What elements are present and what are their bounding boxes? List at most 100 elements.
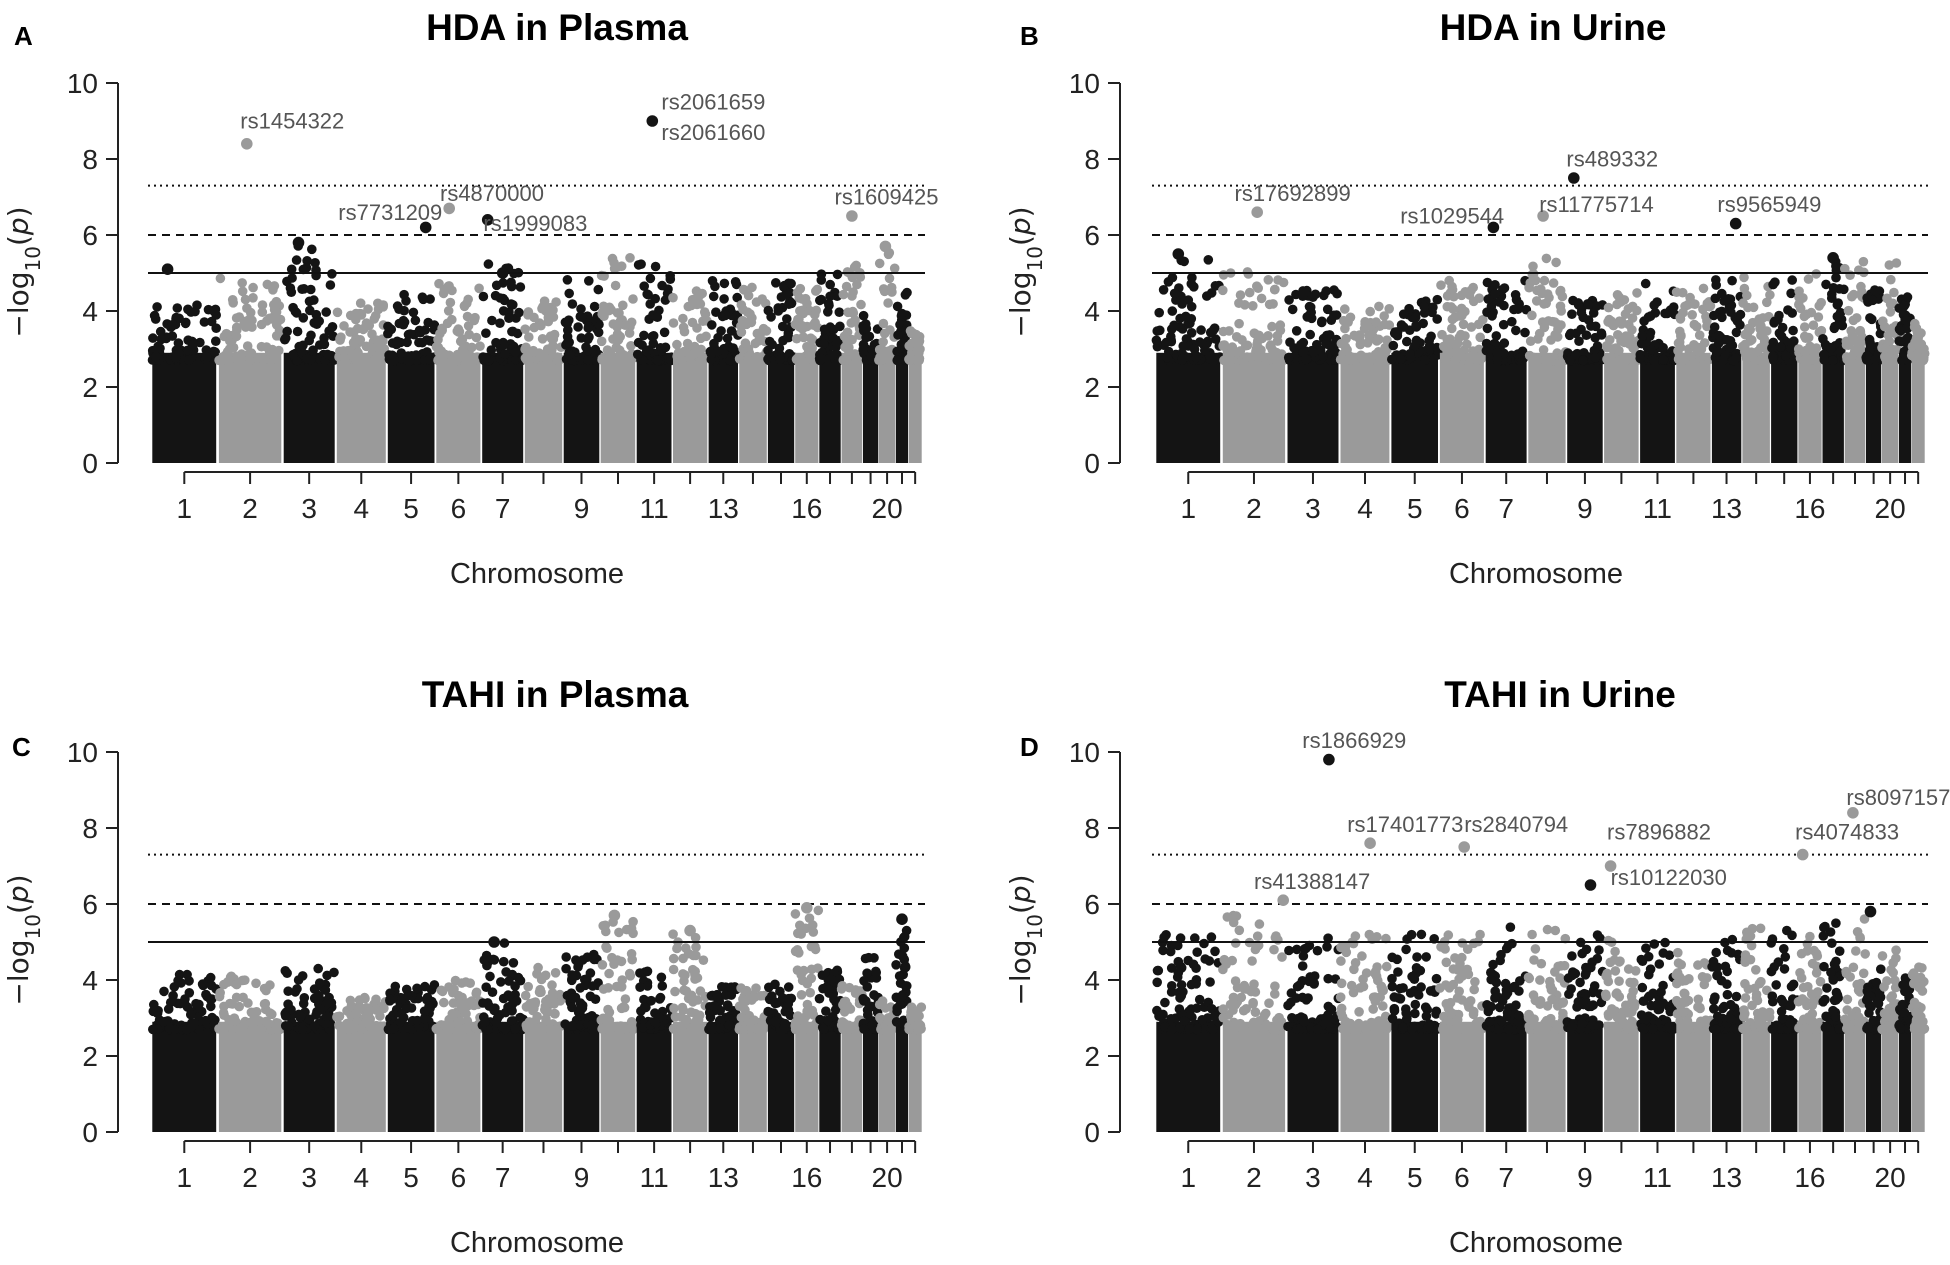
- snp-point: [345, 995, 356, 1006]
- snp-point: [1643, 1011, 1654, 1021]
- snp-point: [1354, 1007, 1364, 1017]
- snp-point: [1596, 328, 1607, 339]
- snp-density-14: [739, 352, 767, 463]
- snp-point: [1834, 946, 1845, 956]
- snp-point: [878, 318, 889, 329]
- snp-point: [237, 278, 247, 288]
- significant-snp-point: [1827, 251, 1839, 264]
- snp-point: [550, 968, 561, 978]
- snp-point: [1244, 287, 1255, 298]
- snp-point: [422, 347, 432, 357]
- snp-point: [912, 1021, 922, 1031]
- snp-point: [874, 258, 885, 269]
- snp-point: [361, 318, 372, 328]
- snp-point: [1269, 944, 1279, 955]
- panel-title: TAHI in Plasma: [422, 674, 689, 715]
- snp-point: [1901, 315, 1912, 326]
- x-tick-label: 1: [177, 493, 193, 524]
- snp-point: [498, 993, 509, 1004]
- snp-density-9: [1567, 1021, 1603, 1132]
- snp-point: [707, 276, 718, 286]
- snp-point: [763, 1006, 773, 1017]
- snp-point: [174, 313, 184, 324]
- snp-point: [533, 962, 543, 973]
- snp-point: [335, 334, 345, 344]
- snp-point: [299, 284, 309, 294]
- snp-point: [424, 354, 435, 365]
- snp-point: [653, 355, 663, 366]
- snp-point: [1499, 283, 1510, 293]
- snp-point: [885, 1024, 896, 1035]
- y-tick-label: 2: [82, 1041, 98, 1072]
- snp-point: [842, 267, 853, 277]
- snp-point: [298, 264, 309, 275]
- snp-point: [1690, 299, 1700, 310]
- snp-point: [598, 1013, 608, 1024]
- snp-point: [1197, 1015, 1207, 1025]
- snp-point: [681, 986, 692, 996]
- snp-point: [1752, 1008, 1763, 1019]
- snp-point: [1603, 1009, 1614, 1019]
- snp-point: [618, 300, 628, 311]
- snp-density-1: [152, 1021, 217, 1132]
- snp-point: [1373, 975, 1383, 986]
- snp-point: [1645, 344, 1656, 355]
- chromosome-block-5: [1387, 929, 1443, 1132]
- snp-point: [443, 281, 454, 292]
- snp-point: [527, 1023, 537, 1033]
- snp-point: [360, 993, 370, 1004]
- snp-point: [1699, 338, 1710, 348]
- snp-point: [148, 1006, 159, 1017]
- snp-point: [500, 349, 510, 359]
- panel-b: B HDA in Urine Chromosome rs17692899rs10…: [1004, 7, 1930, 590]
- snp-point: [1559, 960, 1570, 971]
- snp-point: [597, 355, 607, 365]
- snp-point: [227, 295, 238, 305]
- snp-point: [719, 294, 729, 304]
- snp-point: [633, 260, 644, 270]
- snp-point: [1205, 977, 1215, 987]
- significant-snp-point: [419, 221, 432, 234]
- snp-point: [219, 1022, 230, 1033]
- snp-density-2: [1222, 352, 1286, 463]
- x-tick-label: 2: [242, 493, 258, 524]
- chromosome-block-9: [1562, 930, 1608, 1132]
- snp-point: [1308, 347, 1319, 357]
- y-tick-label: 8: [1084, 144, 1100, 175]
- snp-point: [796, 990, 807, 1000]
- snp-point: [290, 306, 301, 317]
- snp-point: [1808, 320, 1819, 331]
- snp-point: [1799, 322, 1810, 332]
- snp-density-15: [767, 1021, 795, 1132]
- snp-point: [1405, 349, 1415, 359]
- snp-point: [1722, 966, 1732, 977]
- snp-density-5: [1391, 352, 1438, 463]
- snp-point: [417, 292, 428, 303]
- snp-point: [1658, 980, 1668, 991]
- snp-point: [562, 331, 573, 342]
- chromosome-block-8: [520, 296, 566, 463]
- snp-point: [1384, 304, 1394, 314]
- snp-point: [304, 296, 315, 307]
- snp-point: [900, 961, 911, 971]
- snp-point: [1412, 952, 1422, 962]
- panel-title: TAHI in Urine: [1444, 674, 1676, 715]
- snp-point: [1163, 277, 1174, 287]
- snp-point: [1844, 355, 1855, 366]
- snp-point: [1826, 343, 1836, 354]
- chromosome-block-8: [1524, 253, 1571, 463]
- snp-point: [1603, 935, 1614, 946]
- snp-point: [1738, 1023, 1748, 1034]
- snp-point: [280, 1011, 291, 1021]
- snp-point: [1768, 996, 1778, 1007]
- snp-point: [1169, 288, 1180, 299]
- snp-point: [832, 269, 843, 280]
- snp-point: [855, 272, 866, 282]
- snp-point: [1530, 944, 1541, 954]
- snp-point: [842, 343, 853, 354]
- snp-point: [347, 351, 358, 361]
- snp-point: [524, 332, 534, 342]
- snp-point: [1204, 956, 1215, 966]
- x-tick-label: 4: [353, 493, 369, 524]
- snp-point: [659, 327, 670, 338]
